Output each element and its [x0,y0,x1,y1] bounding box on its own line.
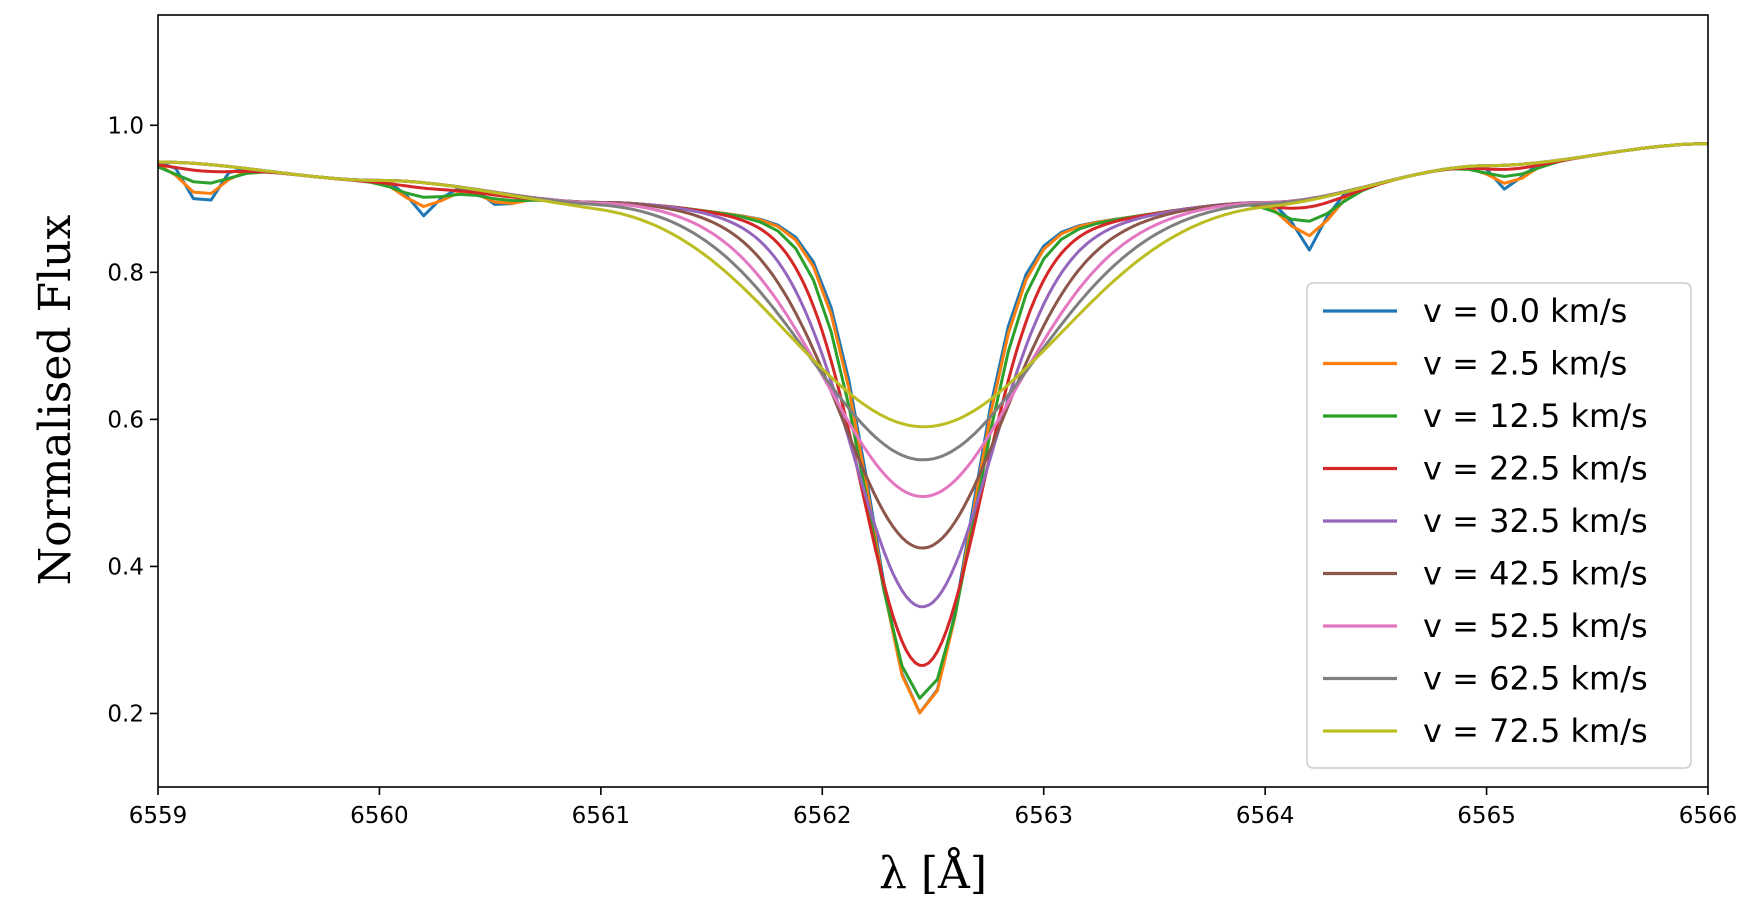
x-tick-label: 6566 [1679,803,1738,829]
legend-label-3: v = 22.5 km/s [1423,450,1648,488]
x-tick-label: 6563 [1014,803,1073,829]
legend-label-8: v = 72.5 km/s [1423,712,1648,750]
legend: v = 0.0 km/s v = 2.5 km/s v = 12.5 km/s v =… [1306,282,1692,769]
legend-label-7: v = 62.5 km/s [1423,660,1648,698]
x-axis: 6559 6560 6561 6562 6563 6564 6565 6566 [129,787,1738,829]
y-tick-label: 0.4 [107,554,144,580]
y-axis-title: Normalised Flux [30,214,81,585]
series-line-8 [157,142,1708,429]
x-axis-title: λ [Å] [879,846,987,899]
legend-label-1: v = 2.5 km/s [1423,345,1627,383]
x-tick-label: 6559 [129,803,188,829]
y-axis: 0.2 0.4 0.6 0.8 1.0 [107,113,158,727]
y-tick-label: 0.8 [107,260,144,286]
y-tick-label: 0.6 [107,407,144,433]
x-tick-label: 6564 [1236,803,1295,829]
x-tick-label: 6562 [793,803,852,829]
x-tick-label: 6565 [1457,803,1516,829]
y-tick-label: 1.0 [107,113,144,139]
legend-label-2: v = 12.5 km/s [1423,397,1648,435]
x-tick-label: 6561 [572,803,631,829]
legend-label-5: v = 42.5 km/s [1423,555,1648,593]
legend-label-6: v = 52.5 km/s [1423,607,1648,645]
legend-box [1306,282,1692,769]
series-layer [157,142,1708,715]
y-tick-label: 0.2 [107,701,144,727]
plot-frame [157,14,1709,788]
x-tick-label: 6560 [350,803,409,829]
legend-label-4: v = 32.5 km/s [1423,502,1648,540]
legend-label-0: v = 0.0 km/s [1423,292,1627,330]
